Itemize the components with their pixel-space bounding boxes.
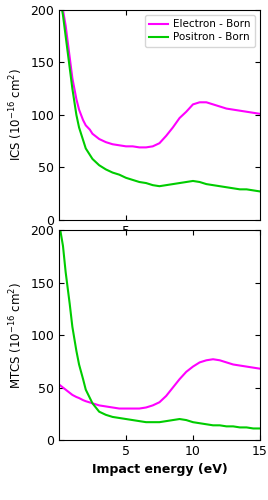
Positron - Born bbox=[158, 183, 161, 189]
Positron - Born bbox=[81, 137, 85, 143]
Positron - Born bbox=[245, 186, 248, 192]
X-axis label: Impact energy (eV): Impact energy (eV) bbox=[92, 464, 227, 476]
Electron - Born bbox=[118, 142, 121, 148]
Electron - Born bbox=[59, 0, 62, 2]
Electron - Born bbox=[91, 131, 94, 137]
Electron - Born bbox=[165, 133, 168, 139]
Positron - Born bbox=[171, 181, 174, 187]
Positron - Born bbox=[91, 156, 94, 162]
Electron - Born bbox=[131, 144, 134, 150]
Positron - Born bbox=[218, 183, 221, 189]
Positron - Born bbox=[165, 182, 168, 188]
Positron - Born bbox=[211, 182, 215, 188]
Positron - Born bbox=[191, 178, 195, 184]
Electron - Born bbox=[225, 106, 228, 112]
Electron - Born bbox=[124, 144, 128, 150]
Electron - Born bbox=[205, 100, 208, 105]
Electron - Born bbox=[64, 22, 67, 28]
Electron - Born bbox=[171, 124, 174, 130]
Positron - Born bbox=[178, 180, 181, 186]
Positron - Born bbox=[124, 175, 128, 181]
Electron - Born bbox=[95, 134, 98, 140]
Electron - Born bbox=[71, 75, 74, 81]
Positron - Born bbox=[59, 0, 62, 2]
Electron - Born bbox=[178, 115, 181, 121]
Electron - Born bbox=[144, 144, 148, 150]
Positron - Born bbox=[232, 186, 235, 192]
Positron - Born bbox=[225, 184, 228, 190]
Positron - Born bbox=[198, 179, 201, 185]
Positron - Born bbox=[84, 146, 87, 152]
Positron - Born bbox=[98, 162, 101, 168]
Electron - Born bbox=[68, 54, 71, 60]
Electron - Born bbox=[61, 7, 65, 13]
Positron - Born bbox=[258, 188, 262, 194]
Positron - Born bbox=[71, 86, 74, 91]
Positron - Born bbox=[61, 12, 65, 18]
Line: Positron - Born: Positron - Born bbox=[60, 0, 260, 192]
Positron - Born bbox=[252, 188, 255, 194]
Electron - Born bbox=[98, 136, 101, 142]
Electron - Born bbox=[104, 139, 107, 145]
Positron - Born bbox=[77, 124, 81, 130]
Electron - Born bbox=[138, 144, 141, 150]
Line: Electron - Born: Electron - Born bbox=[60, 0, 260, 148]
Positron - Born bbox=[111, 170, 114, 175]
Electron - Born bbox=[218, 104, 221, 110]
Electron - Born bbox=[77, 106, 81, 112]
Electron - Born bbox=[158, 140, 161, 146]
Positron - Born bbox=[151, 182, 154, 188]
Positron - Born bbox=[131, 177, 134, 183]
Electron - Born bbox=[151, 144, 154, 150]
Electron - Born bbox=[238, 108, 241, 114]
Electron - Born bbox=[245, 108, 248, 114]
Positron - Born bbox=[205, 181, 208, 187]
Positron - Born bbox=[75, 112, 78, 118]
Positron - Born bbox=[68, 64, 71, 70]
Electron - Born bbox=[111, 141, 114, 147]
Electron - Born bbox=[191, 102, 195, 107]
Electron - Born bbox=[211, 102, 215, 107]
Positron - Born bbox=[185, 179, 188, 185]
Positron - Born bbox=[144, 180, 148, 186]
Legend: Electron - Born, Positron - Born: Electron - Born, Positron - Born bbox=[145, 15, 255, 46]
Positron - Born bbox=[138, 179, 141, 185]
Positron - Born bbox=[64, 33, 67, 39]
Electron - Born bbox=[258, 111, 262, 117]
Electron - Born bbox=[84, 122, 87, 128]
Electron - Born bbox=[252, 110, 255, 116]
Electron - Born bbox=[232, 106, 235, 112]
Positron - Born bbox=[104, 166, 107, 172]
Electron - Born bbox=[81, 117, 85, 123]
Y-axis label: MTCS (10$^{-16}$ cm$^2$): MTCS (10$^{-16}$ cm$^2$) bbox=[7, 282, 25, 389]
Positron - Born bbox=[238, 186, 241, 192]
Electron - Born bbox=[198, 100, 201, 105]
Electron - Born bbox=[75, 96, 78, 102]
Y-axis label: ICS (10$^{-16}$ cm$^2$): ICS (10$^{-16}$ cm$^2$) bbox=[7, 68, 25, 162]
Positron - Born bbox=[118, 172, 121, 177]
Electron - Born bbox=[88, 126, 91, 132]
Electron - Born bbox=[185, 108, 188, 114]
